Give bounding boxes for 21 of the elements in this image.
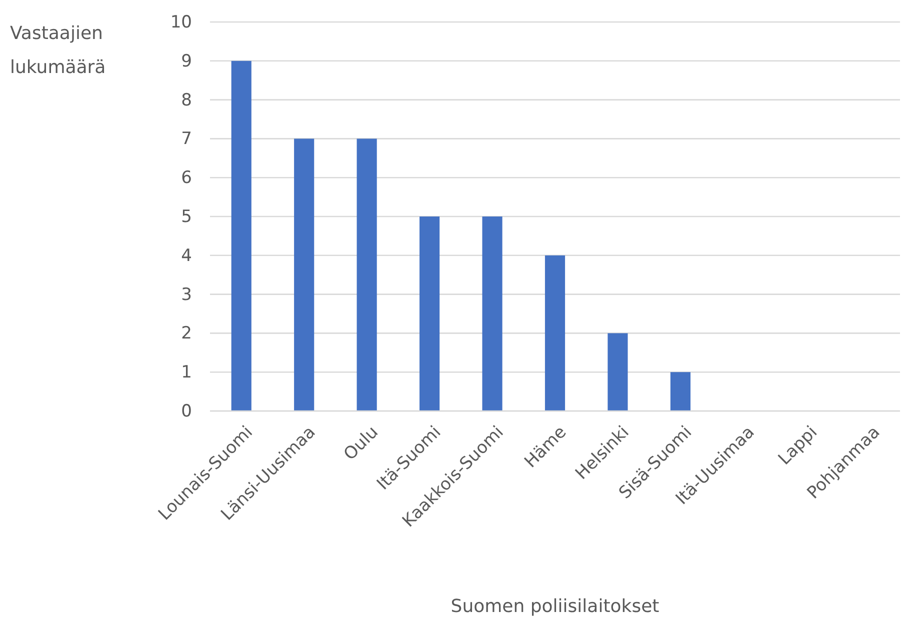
y-tick-label: 2 bbox=[181, 324, 192, 344]
y-tick-label: 5 bbox=[181, 206, 192, 227]
bar bbox=[356, 138, 377, 411]
bar bbox=[294, 138, 314, 411]
y-tick-label: 0 bbox=[181, 401, 192, 422]
bar bbox=[670, 372, 690, 411]
y-tick-label: 1 bbox=[181, 362, 192, 383]
y-tick-label: 10 bbox=[170, 12, 192, 32]
bar bbox=[231, 60, 252, 411]
bar bbox=[482, 216, 502, 411]
x-axis-title: Suomen poliisilaitokset bbox=[450, 596, 660, 617]
y-tick-label: 9 bbox=[181, 51, 192, 72]
bar bbox=[608, 333, 628, 411]
y-tick-label: 4 bbox=[181, 246, 192, 266]
y-tick-label: 7 bbox=[181, 129, 192, 150]
bar bbox=[420, 216, 440, 411]
y-tick-label: 6 bbox=[181, 168, 192, 188]
y-tick-label: 3 bbox=[181, 284, 192, 305]
bar bbox=[544, 255, 566, 411]
y-tick-label: 8 bbox=[181, 90, 192, 110]
y-axis-title: Vastaajien lukumäärä bbox=[10, 23, 106, 78]
